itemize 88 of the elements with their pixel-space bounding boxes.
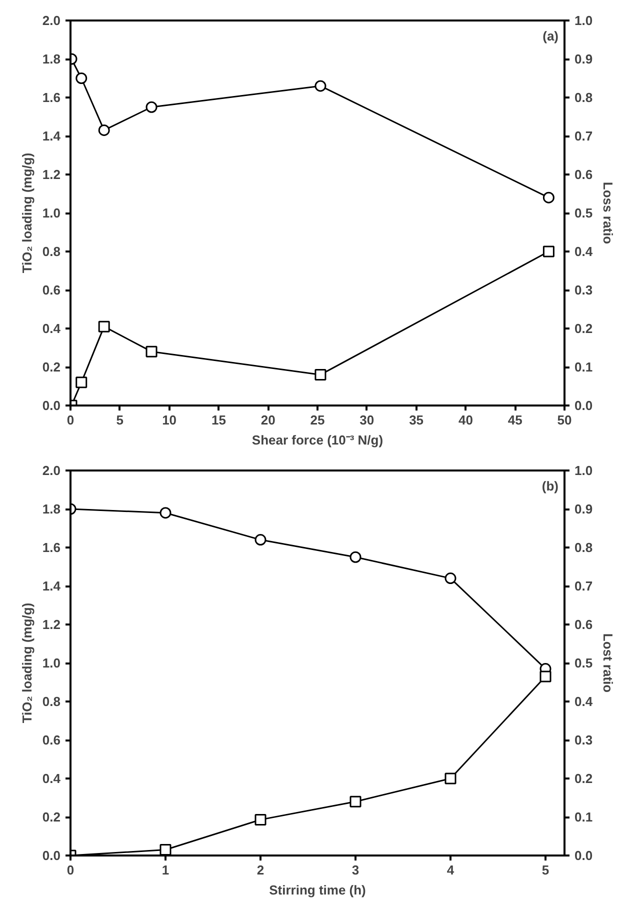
y-tick-label: 1.4 bbox=[42, 578, 62, 594]
y-tick-label: 0.2 bbox=[42, 360, 61, 374]
y2-tick-label: 0.2 bbox=[574, 771, 593, 786]
point bbox=[254, 814, 266, 826]
y-tick-label: 0.4 bbox=[42, 321, 62, 336]
y2-tick-label: 0.4 bbox=[574, 694, 594, 709]
y2-tick-label: 0.9 bbox=[574, 52, 593, 66]
y-tick-label: 1.6 bbox=[42, 90, 61, 105]
y2-tick-label: 0.0 bbox=[574, 848, 593, 863]
y-tick-label: 1.0 bbox=[42, 206, 61, 220]
point bbox=[254, 534, 266, 546]
x-axis-title: Shear force (10⁻³ N/g) bbox=[252, 432, 384, 448]
point bbox=[76, 376, 88, 388]
y-tick-label: 0.2 bbox=[42, 810, 61, 824]
point bbox=[350, 796, 362, 808]
x-tick-label: 2 bbox=[256, 862, 264, 878]
x-tick-label: 30 bbox=[360, 412, 374, 428]
y2-tick-label: 0.3 bbox=[574, 732, 593, 748]
y-axis-title: TiO₂ loading (mg/g) bbox=[19, 152, 34, 274]
x-tick-label: 35 bbox=[409, 412, 424, 428]
y2-tick-label: 0.7 bbox=[574, 128, 593, 144]
point bbox=[160, 507, 172, 519]
y2-tick-label: 0.5 bbox=[574, 206, 593, 220]
y-tick-label: 1.2 bbox=[42, 167, 61, 182]
x-tick-label: 5 bbox=[542, 862, 550, 878]
y2-axis-title: Lost ratio bbox=[600, 633, 616, 693]
x-tick-label: 10 bbox=[162, 412, 177, 428]
y-tick-label: 2.0 bbox=[42, 463, 61, 478]
y-tick-label: 1.6 bbox=[42, 540, 61, 555]
y-tick-label: 1.4 bbox=[42, 128, 62, 144]
y-tick-label: 0.8 bbox=[42, 694, 61, 709]
x-tick-label: 50 bbox=[557, 412, 572, 428]
y-axis-title: TiO₂ loading (mg/g) bbox=[19, 602, 34, 724]
point bbox=[540, 670, 552, 682]
x-tick-label: 40 bbox=[458, 412, 473, 428]
x-tick-label: 3 bbox=[352, 862, 360, 878]
point bbox=[542, 246, 554, 258]
point bbox=[146, 101, 158, 113]
y2-tick-label: 0.7 bbox=[574, 578, 593, 594]
x-tick-label: 0 bbox=[66, 412, 74, 428]
y-tick-label: 2.0 bbox=[42, 13, 61, 28]
point bbox=[76, 72, 88, 84]
y-tick-label: 0.4 bbox=[42, 771, 62, 786]
y-tick-label: 1.8 bbox=[42, 502, 61, 516]
point bbox=[350, 551, 362, 563]
y2-tick-label: 0.2 bbox=[574, 321, 593, 336]
point bbox=[542, 192, 554, 204]
y2-tick-label: 0.8 bbox=[574, 90, 593, 105]
annotation: (b) bbox=[542, 478, 559, 494]
y2-tick-label: 1.0 bbox=[574, 463, 593, 478]
y-tick-label: 0.6 bbox=[42, 282, 61, 298]
y2-tick-label: 1.0 bbox=[574, 13, 593, 28]
x-tick-label: 45 bbox=[508, 412, 522, 428]
x-tick-label: 25 bbox=[310, 412, 325, 428]
y2-tick-label: 0.8 bbox=[574, 540, 593, 555]
point bbox=[314, 80, 326, 92]
x-axis-title: Stirring time (h) bbox=[269, 882, 366, 898]
y2-tick-label: 0.4 bbox=[574, 244, 594, 259]
y2-tick-label: 0.6 bbox=[574, 167, 593, 182]
y-tick-label: 1.8 bbox=[42, 52, 61, 66]
x-tick-label: 1 bbox=[162, 862, 170, 878]
x-tick-label: 15 bbox=[211, 412, 226, 428]
y-tick-label: 1.0 bbox=[42, 656, 61, 670]
y2-tick-label: 0.6 bbox=[574, 617, 593, 632]
y-tick-label: 1.2 bbox=[42, 617, 61, 632]
y-tick-label: 0.0 bbox=[42, 398, 61, 413]
x-tick-label: 4 bbox=[446, 862, 455, 878]
y2-tick-label: 0.0 bbox=[574, 398, 593, 413]
y2-tick-label: 0.5 bbox=[574, 656, 593, 670]
x-tick-label: 5 bbox=[116, 412, 124, 428]
y2-tick-label: 0.1 bbox=[574, 360, 593, 374]
y2-tick-label: 0.9 bbox=[574, 502, 593, 516]
point bbox=[160, 844, 172, 856]
point bbox=[146, 346, 158, 358]
x-tick-label: 0 bbox=[66, 862, 74, 878]
y2-tick-label: 0.3 bbox=[574, 282, 593, 298]
point bbox=[444, 572, 456, 584]
y-tick-label: 0.6 bbox=[42, 732, 61, 748]
point bbox=[98, 124, 110, 136]
x-tick-label: 20 bbox=[260, 412, 276, 428]
y2-axis-title: Loss ratio bbox=[600, 182, 616, 244]
y2-tick-label: 0.1 bbox=[574, 810, 593, 824]
y-tick-label: 0.8 bbox=[42, 244, 61, 259]
y-tick-label: 0.0 bbox=[42, 848, 61, 863]
point bbox=[98, 320, 110, 332]
annotation: (a) bbox=[542, 28, 558, 44]
point bbox=[314, 368, 326, 380]
point bbox=[444, 772, 456, 784]
